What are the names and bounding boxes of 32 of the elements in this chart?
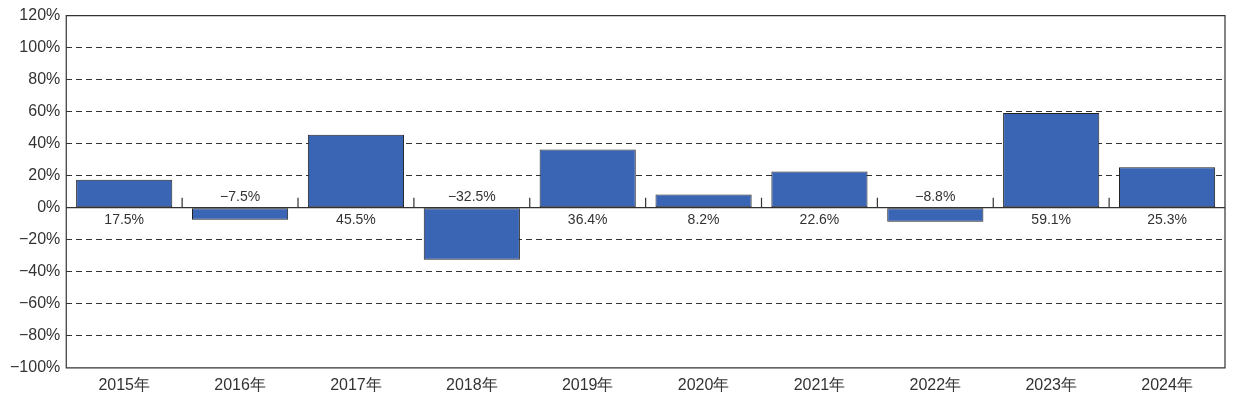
- x-tick-label: 2021年: [793, 375, 846, 393]
- x-tick-label: 2020年: [677, 375, 730, 393]
- x-tick-label: 2018年: [446, 375, 498, 393]
- x-tick-label: 2022年: [909, 375, 962, 393]
- y-tick-label: 0%: [37, 198, 61, 216]
- y-tick-label: 100%: [19, 38, 61, 56]
- y-tick-label: −60%: [18, 294, 61, 312]
- data-label: 8.2%: [687, 210, 720, 227]
- x-tick-label: 2017年: [330, 375, 382, 393]
- x-tick-label: 2019年: [561, 375, 614, 393]
- y-tick-label: −100%: [10, 358, 61, 376]
- data-label: 17.5%: [104, 210, 145, 227]
- data-label: 59.1%: [1031, 210, 1072, 227]
- x-tick-label: 2015年: [98, 375, 150, 393]
- data-label: −8.8%: [915, 187, 956, 204]
- y-tick-label: 40%: [28, 134, 61, 152]
- data-label: 22.6%: [799, 210, 840, 227]
- y-tick-label: −40%: [18, 262, 61, 280]
- y-tick-label: −20%: [18, 230, 61, 248]
- y-tick-label: 120%: [19, 6, 61, 24]
- y-tick-label: 60%: [28, 102, 61, 120]
- y-tick-label: 80%: [28, 70, 61, 88]
- y-tick-label: −80%: [18, 326, 61, 344]
- data-label: −7.5%: [220, 187, 261, 204]
- data-label: −32.5%: [447, 187, 496, 204]
- y-tick-label: 20%: [28, 166, 61, 184]
- x-tick-label: 2016年: [214, 375, 266, 393]
- data-label: 25.3%: [1147, 210, 1187, 227]
- data-label: 36.4%: [567, 210, 608, 227]
- data-label: 45.5%: [336, 210, 376, 227]
- x-tick-label: 2024年: [1141, 375, 1193, 393]
- x-tick-label: 2023年: [1025, 375, 1077, 393]
